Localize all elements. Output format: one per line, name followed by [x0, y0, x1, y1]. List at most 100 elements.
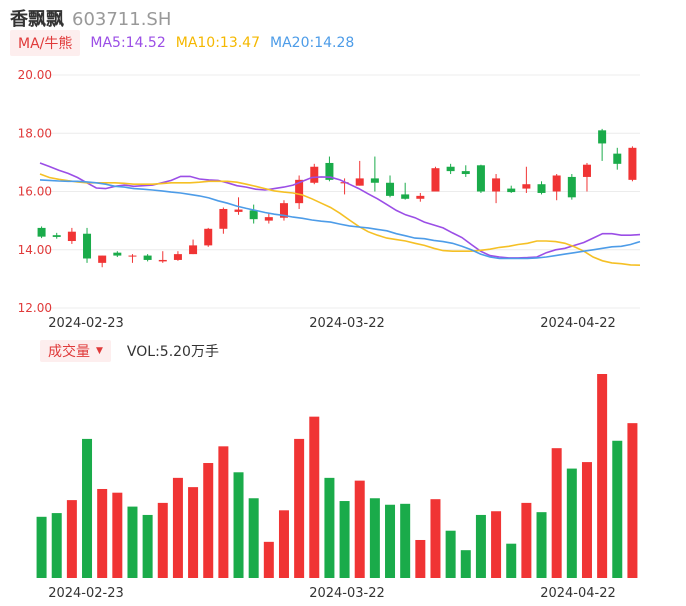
- candle-body: [401, 194, 410, 199]
- volume-bar: [415, 539, 426, 578]
- volume-bar: [521, 502, 532, 578]
- price-tick-label: 18.00: [18, 126, 52, 140]
- volume-bar: [172, 477, 183, 578]
- ma10-line: [39, 173, 641, 266]
- volume-bar: [612, 440, 623, 578]
- candle-body: [507, 188, 516, 193]
- volume-bar: [581, 462, 592, 578]
- candle-body: [492, 178, 501, 192]
- candle-body: [552, 175, 561, 192]
- ma-indicator-tab[interactable]: MA/牛熊: [10, 30, 81, 56]
- date-tick-label: 2024-03-22: [309, 316, 385, 331]
- candle-body: [537, 184, 546, 193]
- candle-body: [598, 130, 607, 144]
- price-tick-label: 12.00: [18, 301, 52, 315]
- ma-legend: MA/牛熊 MA5:14.52 MA10:13.47 MA20:14.28: [10, 30, 354, 56]
- price-date-axis: 2024-02-23 2024-03-22 2024-04-22: [48, 316, 616, 331]
- candle-body: [355, 178, 364, 186]
- candle-body: [613, 153, 622, 164]
- candle-body: [98, 255, 107, 263]
- candle-body: [37, 227, 46, 237]
- candle-body: [52, 235, 61, 237]
- date-tick-label: 2024-02-23: [48, 316, 124, 331]
- candle-body: [582, 164, 591, 177]
- stock-header: 香飘飘 603711.SH: [10, 5, 171, 30]
- volume-bar: [566, 468, 577, 578]
- volume-bar: [142, 514, 153, 578]
- candle-body: [325, 162, 334, 180]
- volume-bar: [248, 498, 259, 578]
- candle-body: [279, 203, 288, 218]
- candle-body: [370, 178, 379, 183]
- volume-bar: [475, 514, 486, 578]
- volume-bar: [309, 416, 320, 578]
- candlestick-series: [37, 128, 637, 268]
- candle-body: [522, 184, 531, 189]
- date-tick-label: 2024-03-22: [309, 586, 385, 601]
- volume-bar: [112, 492, 123, 578]
- date-tick-label: 2024-04-22: [540, 586, 616, 601]
- candle-body: [476, 165, 485, 192]
- volume-bar: [506, 543, 517, 578]
- ma5-line: [39, 162, 641, 259]
- volume-bar: [324, 477, 335, 578]
- price-axis-labels: 12.00 14.00 16.00 18.00 20.00: [18, 68, 52, 315]
- volume-date-axis: 2024-02-23 2024-03-22 2024-04-22: [48, 586, 616, 601]
- volume-bar: [51, 513, 62, 578]
- candle-body: [431, 168, 440, 192]
- volume-bar: [97, 488, 108, 578]
- candle-body: [204, 228, 213, 246]
- ma20-legend: MA20:14.28: [270, 35, 355, 51]
- date-tick-label: 2024-04-22: [540, 316, 616, 331]
- volume-bar: [218, 446, 229, 578]
- candle-body: [386, 182, 395, 196]
- ma5-legend: MA5:14.52: [90, 35, 166, 51]
- volume-bar: [597, 374, 608, 578]
- volume-bar: [491, 511, 502, 578]
- volume-bar: [536, 512, 547, 578]
- volume-bar: [233, 472, 244, 578]
- volume-bar: [36, 516, 47, 578]
- candle-body: [416, 195, 425, 199]
- date-tick-label: 2024-02-23: [48, 586, 124, 601]
- moving-average-lines: [39, 162, 641, 266]
- candle-body: [249, 210, 258, 220]
- price-tick-label: 20.00: [18, 68, 52, 82]
- volume-bar: [278, 510, 289, 578]
- price-tick-label: 16.00: [18, 185, 52, 199]
- candle-body: [446, 166, 455, 172]
- volume-bar: [551, 448, 562, 578]
- volume-bar: [385, 504, 396, 578]
- volume-bar: [460, 550, 471, 578]
- stock-name: 香飘飘: [10, 9, 64, 30]
- volume-bar: [430, 499, 441, 578]
- candle-body: [143, 255, 152, 260]
- candle-body: [173, 254, 182, 260]
- volume-bar: [445, 530, 456, 578]
- candle-body: [461, 171, 470, 175]
- candle-body: [264, 217, 273, 221]
- price-tick-label: 14.00: [18, 243, 52, 257]
- volume-legend: 成交量 ▼ VOL:5.20万手: [40, 340, 219, 362]
- candle-body: [158, 259, 167, 262]
- candle-body: [219, 208, 228, 229]
- volume-bar: [354, 480, 365, 578]
- volume-bar: [263, 541, 274, 578]
- volume-bar: [369, 498, 380, 578]
- candle-body: [567, 176, 576, 198]
- candle-body: [628, 147, 637, 180]
- candle-body: [67, 231, 76, 242]
- volume-bar: [157, 502, 168, 578]
- candle-body: [189, 245, 198, 255]
- volume-bar: [82, 438, 93, 578]
- volume-bar: [203, 463, 214, 578]
- candle-body: [113, 252, 122, 256]
- volume-bar: [400, 503, 411, 578]
- volume-indicator-label: 成交量: [48, 344, 90, 360]
- volume-bar: [188, 487, 199, 578]
- volume-bar: [339, 501, 350, 578]
- volume-indicator-dropdown[interactable]: 成交量 ▼: [40, 340, 111, 362]
- ma10-legend: MA10:13.47: [175, 35, 261, 51]
- candle-body: [128, 255, 137, 257]
